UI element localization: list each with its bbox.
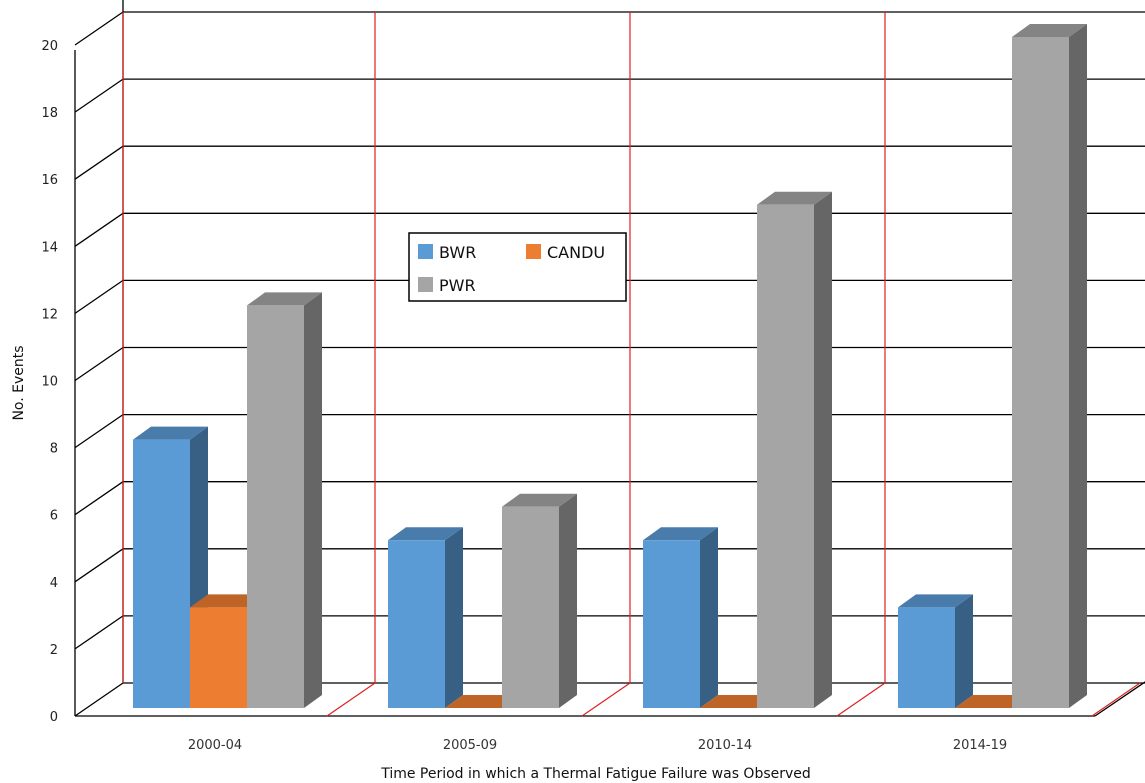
bar-top: [445, 695, 520, 708]
wall-gridline: [74, 212, 124, 247]
legend-swatch-candu: [526, 244, 541, 259]
bar-side: [1069, 24, 1087, 708]
bar-bwr-2005-09: [388, 527, 463, 708]
legend: BWR CANDU PWR: [408, 232, 627, 302]
y-tick-label: 16: [41, 173, 58, 188]
y-tick-label: 4: [50, 576, 58, 591]
bar-candu-2005-09: [445, 695, 520, 708]
bar-front: [643, 540, 700, 708]
bar-candu-2010-14: [700, 695, 775, 708]
wall-gridline: [74, 481, 124, 516]
bar-pwr-2005-09: [502, 493, 577, 708]
y-tick-label: 18: [41, 106, 58, 121]
legend-box: [408, 232, 627, 302]
bar-top: [1012, 24, 1087, 37]
y-tick-label: 14: [41, 240, 58, 255]
bar-side: [814, 191, 832, 708]
wall-gridline: [74, 11, 124, 46]
bar-pwr-2014-19: [1012, 24, 1087, 708]
y-tick-label: 8: [50, 442, 58, 457]
bar-top: [898, 594, 973, 608]
bar-top: [502, 493, 577, 507]
x-category-label: 2000-04: [188, 738, 242, 753]
bar-bwr-2014-19: [898, 594, 973, 708]
y-tick-label: 0: [50, 710, 58, 725]
bar-front: [757, 204, 814, 708]
legend-label-candu: CANDU: [547, 243, 605, 262]
legend-swatch-bwr: [418, 244, 433, 259]
x-category-label: 2014-19: [953, 738, 1007, 753]
bar-pwr-2000-04: [247, 292, 322, 708]
bar-top: [388, 527, 463, 541]
legend-swatch-pwr: [418, 277, 433, 292]
bar-side: [955, 594, 973, 708]
bar-front: [190, 607, 247, 708]
y-tick-label: 6: [50, 509, 58, 524]
y-axis-title: No. Events: [11, 345, 27, 420]
bar-top: [955, 695, 1030, 708]
bar-front: [247, 305, 304, 708]
x-axis-title: Time Period in which a Thermal Fatigue F…: [380, 766, 811, 782]
wall-gridline: [74, 548, 124, 583]
wall-gridline: [74, 414, 124, 449]
y-tick-label: 10: [41, 375, 58, 390]
bar-side: [445, 527, 463, 708]
category-divider-floor: [1091, 682, 1141, 717]
y-tick-labels: 0 2 4 6 8 10 12 14 16 18 20: [41, 39, 58, 725]
wall-gridline: [74, 682, 124, 717]
category-divider-floor: [581, 682, 631, 717]
y-tick-label: 12: [41, 307, 58, 322]
x-category-label: 2005-09: [443, 738, 497, 753]
y-tick-label: 2: [50, 643, 58, 658]
bar-front: [502, 506, 559, 708]
y-tick-label: 20: [41, 39, 58, 54]
wall-gridline: [74, 615, 124, 650]
bar-front: [1012, 37, 1069, 708]
wall-gridline: [74, 346, 124, 382]
bar-candu-2014-19: [955, 695, 1030, 708]
bar-top: [643, 527, 718, 541]
x-category-label: 2010-14: [698, 738, 752, 753]
wall-gridline: [74, 78, 124, 113]
bar-top: [190, 594, 265, 608]
legend-label-bwr: BWR: [439, 243, 476, 262]
floor-right-edge: [1094, 681, 1145, 717]
x-category-labels: 2000-04 2005-09 2010-14 2014-19: [188, 738, 1007, 753]
bar-side: [559, 493, 577, 708]
category-divider-floor: [836, 682, 886, 717]
bar-pwr-2010-14: [757, 191, 832, 708]
bar-top: [757, 191, 832, 205]
bar-top: [133, 426, 208, 440]
bar-front: [898, 607, 955, 708]
bar-top: [700, 695, 775, 708]
bar-front: [133, 439, 190, 708]
bar-side: [700, 527, 718, 708]
bar-bwr-2000-04: [133, 426, 208, 708]
legend-label-pwr: PWR: [439, 276, 476, 295]
bar-front: [388, 540, 445, 708]
bar-bwr-2010-14: [643, 527, 718, 708]
bars: [133, 24, 1087, 708]
wall-gridline: [74, 145, 124, 180]
wall-gridline: [74, 279, 124, 314]
bar-top: [247, 292, 322, 306]
category-divider-floor: [326, 682, 376, 717]
bar-side: [304, 292, 322, 708]
